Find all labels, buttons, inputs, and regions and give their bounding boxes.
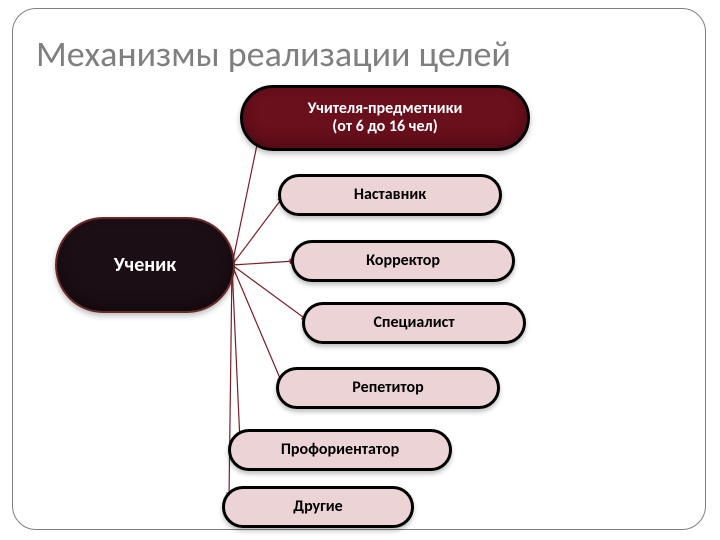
role-node: Другие	[222, 486, 414, 528]
role-node: Профориентатор	[228, 429, 452, 471]
role-node: Наставник	[278, 174, 502, 216]
role-label: Корректор	[366, 252, 440, 270]
role-node: Репетитор	[276, 367, 500, 409]
role-node-teachers: Учителя-предметники (от 6 до 16 чел)	[240, 85, 530, 151]
role-node: Специалист	[302, 302, 526, 344]
hub-label: Ученик	[114, 254, 176, 277]
role-label: Учителя-предметники (от 6 до 16 чел)	[308, 100, 463, 137]
hub-node-student: Ученик	[55, 217, 235, 313]
role-label: Другие	[293, 498, 342, 516]
role-label: Профориентатор	[281, 441, 399, 459]
role-label: Наставник	[354, 186, 426, 204]
page-title: Механизмы реализации целей	[36, 32, 511, 76]
role-node: Корректор	[291, 240, 515, 282]
role-label: Репетитор	[352, 379, 423, 397]
role-label: Специалист	[373, 314, 454, 332]
